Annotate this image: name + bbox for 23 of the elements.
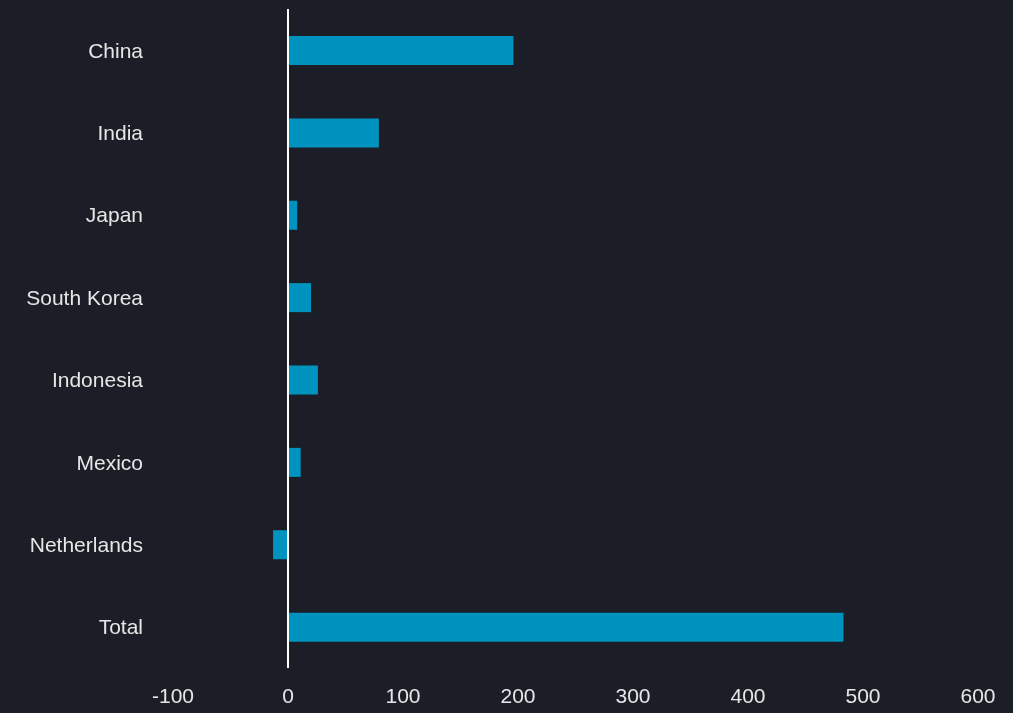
y-tick-label: Indonesia <box>51 368 144 392</box>
bar <box>288 118 379 148</box>
bar <box>288 283 311 313</box>
bar <box>288 447 301 477</box>
y-tick-label: Japan <box>85 203 143 227</box>
y-tick-label: South Korea <box>26 285 144 309</box>
y-tick-label: Mexico <box>76 450 143 474</box>
bar <box>273 530 288 560</box>
y-tick-label: Total <box>98 615 143 639</box>
bar <box>288 365 318 395</box>
x-tick-label: -100 <box>151 683 195 707</box>
bar <box>288 36 514 65</box>
y-tick-label: China <box>88 38 144 62</box>
x-tick-label: 0 <box>282 683 294 707</box>
x-tick-label: 100 <box>385 683 421 707</box>
x-tick-label: 600 <box>960 683 996 707</box>
bar <box>288 612 844 642</box>
y-tick-label: Netherlands <box>29 532 143 556</box>
x-tick-label: 400 <box>730 683 766 707</box>
x-tick-label: 500 <box>845 683 881 707</box>
x-tick-label: 200 <box>500 683 536 707</box>
x-tick-label: 300 <box>615 683 651 707</box>
y-tick-label: India <box>97 121 144 145</box>
